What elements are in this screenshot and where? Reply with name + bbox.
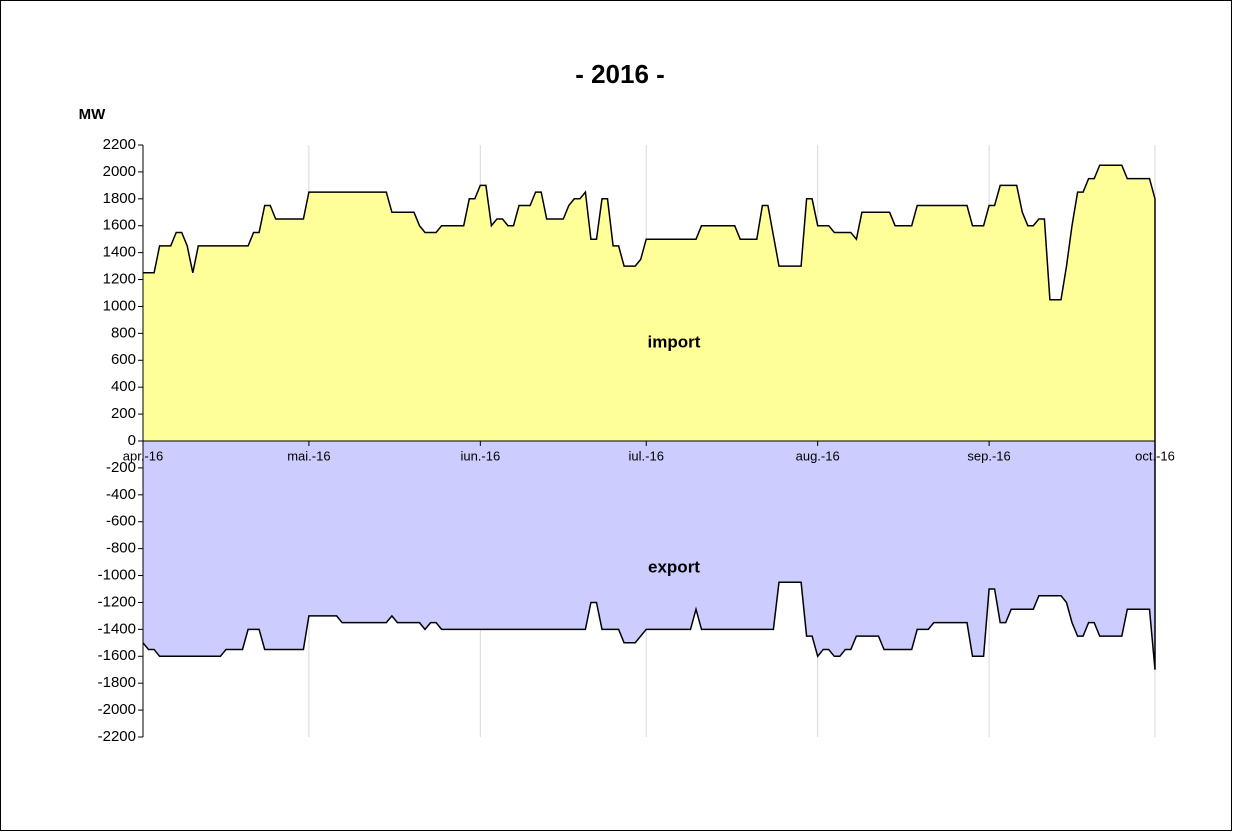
y-tick-label: 400 [111,378,136,395]
y-tick-label: -1800 [98,674,136,691]
x-tick-label: apr.-16 [123,448,163,463]
y-tick-label: 800 [111,324,136,341]
y-tick-label: 1600 [103,217,136,234]
area-fill [143,165,1155,441]
y-tick-label: 0 [128,432,136,449]
series-label: export [648,557,700,576]
y-tick-label: 1000 [103,297,136,314]
area-line [142,441,1156,670]
y-tick-label: -400 [106,486,136,503]
y-tick-label: -1000 [98,567,136,584]
y-tick-label: -2200 [98,728,136,745]
x-tick-label: iun.-16 [460,448,500,463]
y-tick-label: 600 [111,351,136,368]
area-fill [143,441,1155,670]
y-tick-label: -1600 [98,647,136,664]
y-tick-label: 1800 [103,190,136,207]
y-tick-label: -200 [106,459,136,476]
y-tick-label: 200 [111,405,136,422]
y-tick-label: 1200 [103,271,136,288]
y-tick-label: 2000 [103,163,136,180]
chart-title: - 2016 - [575,59,665,89]
y-axis-label: MW [79,106,106,123]
y-tick-label: -2000 [98,701,136,718]
y-tick-label: 2200 [103,136,136,153]
y-tick-label: -600 [106,513,136,530]
y-tick-label: -800 [106,540,136,557]
x-tick-label: oct.-16 [1135,448,1175,463]
x-tick-label: aug.-16 [796,448,840,463]
y-tick-label: -1400 [98,620,136,637]
x-tick-label: iul.-16 [629,448,664,463]
x-tick-label: sep.-16 [967,448,1010,463]
area-line [143,164,1156,441]
y-tick-label: -1200 [98,593,136,610]
series-label: import [648,332,701,351]
y-tick-label: 1400 [103,244,136,261]
x-tick-label: mai.-16 [287,448,330,463]
